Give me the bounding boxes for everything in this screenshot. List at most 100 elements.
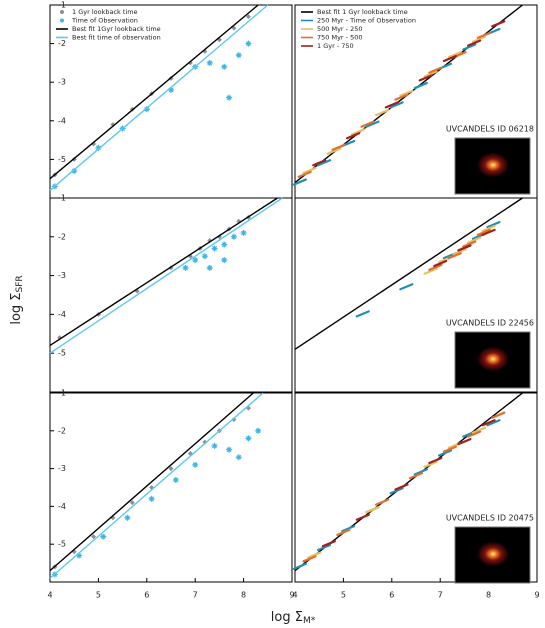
track [360, 120, 375, 128]
track [442, 54, 457, 63]
x-tick-label: 9 [534, 591, 539, 600]
track [466, 39, 482, 47]
track [481, 224, 496, 233]
x-tick-label: 4 [47, 591, 52, 600]
track [457, 244, 472, 252]
track [316, 543, 332, 552]
point [100, 533, 107, 540]
track [365, 506, 380, 514]
y-tick-label: -3 [58, 464, 66, 473]
track [481, 228, 496, 237]
point [172, 476, 179, 483]
track [413, 468, 428, 476]
track [292, 178, 307, 186]
point [211, 245, 218, 252]
track [389, 487, 404, 495]
legend-label: Best fit time of observation [72, 34, 161, 42]
y-tick-label: -1 [58, 389, 66, 398]
panel-frame [49, 197, 293, 393]
track [447, 51, 462, 59]
galaxy [475, 345, 511, 373]
track [375, 108, 390, 117]
point [168, 86, 174, 93]
inset-label: UVCANDELS ID 22456 [446, 319, 534, 328]
legend-label: Time of Observation [71, 17, 138, 25]
point [201, 253, 208, 260]
track [476, 31, 491, 39]
track [452, 248, 467, 256]
point [148, 495, 155, 502]
point [245, 14, 251, 20]
track [297, 170, 312, 178]
point [71, 167, 78, 174]
inset-label: UVCANDELS ID 06218 [446, 125, 534, 134]
track [350, 128, 366, 136]
point [235, 52, 242, 59]
track [423, 70, 438, 78]
point [192, 461, 199, 468]
track [423, 460, 438, 468]
track [447, 252, 462, 260]
y-tick-label: -2 [58, 232, 66, 241]
track [307, 551, 322, 559]
track [389, 101, 404, 109]
track [312, 159, 327, 167]
track [462, 240, 477, 248]
point [91, 534, 97, 540]
point [230, 233, 237, 240]
track [486, 419, 501, 427]
point [245, 40, 252, 47]
legend-swatch [60, 18, 64, 23]
x-tick-label: 6 [144, 591, 149, 600]
track [394, 93, 409, 101]
point [226, 446, 233, 453]
y-tick-label: -1 [58, 194, 66, 203]
y-tick-label: -2 [58, 426, 66, 435]
track [437, 449, 453, 457]
y-axis-label: log ΣSFR [9, 275, 25, 324]
track [476, 228, 491, 237]
track [428, 456, 443, 465]
point [226, 94, 233, 101]
point [231, 416, 237, 422]
x-tick-label: 4 [292, 591, 297, 600]
y-tick-label: -1 [58, 1, 66, 10]
track [321, 540, 336, 548]
legend-label: 500 Myr - 250 [317, 25, 362, 33]
point [221, 63, 228, 70]
point [211, 442, 218, 449]
point [187, 253, 193, 259]
legend-label: 1 Gyr lookback time [72, 8, 138, 16]
x-tick-label: 7 [193, 591, 198, 600]
track [375, 498, 390, 506]
point [206, 59, 213, 66]
fit-line [49, 392, 264, 579]
track [433, 259, 448, 268]
track [399, 283, 414, 291]
track [302, 166, 317, 175]
fit-line [49, 4, 259, 180]
y-tick-label: -2 [58, 39, 66, 48]
point [221, 241, 228, 248]
x-tick-label: 5 [341, 591, 346, 600]
panel-frame [294, 392, 538, 583]
track [413, 81, 428, 90]
legend-label: 750 Myr - 500 [317, 34, 362, 42]
fit-line [49, 197, 283, 354]
track [466, 236, 482, 244]
track [336, 528, 351, 536]
y-tick-label: -4 [58, 502, 66, 511]
track [486, 221, 501, 229]
x-tick-label: 9 [289, 591, 294, 600]
track [399, 89, 414, 97]
y-tick-label: -4 [58, 116, 66, 125]
point [192, 257, 199, 264]
track [442, 445, 457, 453]
fit-line [49, 197, 278, 347]
track [384, 101, 399, 109]
x-tick-label: 7 [438, 591, 443, 600]
x-tick-label: 8 [241, 591, 246, 600]
fit-line [294, 197, 523, 350]
galaxy [475, 151, 511, 179]
y-tick-label: -4 [58, 310, 66, 319]
